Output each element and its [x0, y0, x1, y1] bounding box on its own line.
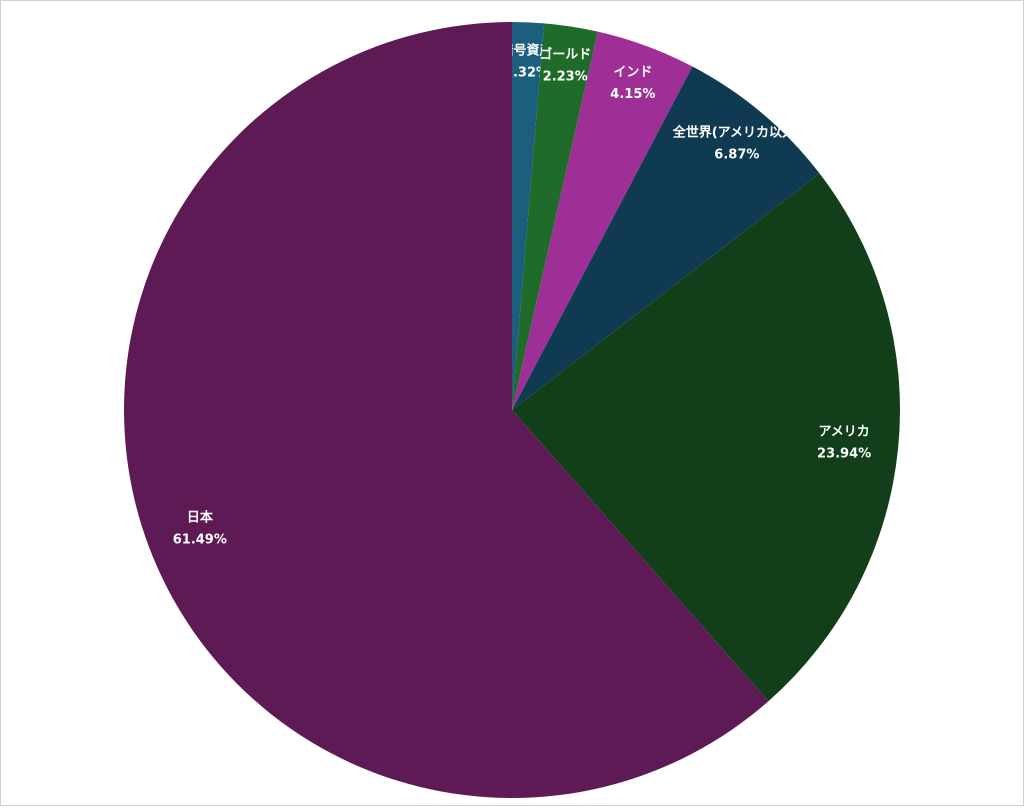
value-label: 23.94% — [817, 447, 871, 462]
pie-slice — [512, 31, 693, 411]
slice-label: ゴールド — [539, 46, 591, 62]
pie-slice — [512, 66, 820, 411]
pie-slice — [512, 173, 900, 702]
pie-slice — [512, 23, 598, 410]
value-label: 6.87% — [714, 147, 759, 162]
slice-label: インド — [613, 65, 652, 80]
slice-label: 日本 — [187, 509, 213, 525]
slice-label: 暗号資産 — [500, 43, 552, 59]
pie-slice — [123, 22, 769, 799]
pie-slice — [512, 22, 545, 410]
value-label: 2.23% — [543, 69, 588, 84]
value-label: 1.32% — [504, 66, 549, 81]
value-label: 61.49% — [173, 532, 227, 547]
slice-label: アメリカ — [818, 425, 869, 440]
slice-label: 全世界(アメリカ以外) — [672, 124, 801, 140]
value-label: 4.15% — [610, 87, 655, 102]
